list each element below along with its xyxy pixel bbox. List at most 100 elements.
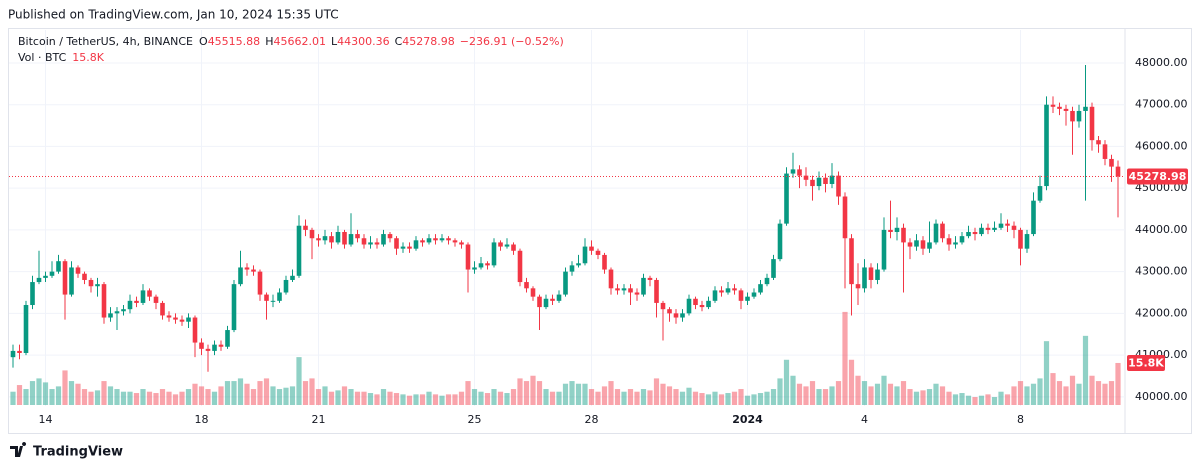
- volume-bar: [120, 391, 127, 405]
- candle-body: [660, 302, 666, 310]
- volume-bar: [757, 393, 764, 405]
- volume-bar: [250, 389, 257, 405]
- candle-body: [953, 242, 958, 245]
- candle-body: [608, 269, 614, 289]
- volume-bar: [458, 391, 465, 405]
- candle-body: [797, 169, 802, 176]
- candle-body: [153, 296, 159, 303]
- candle-body: [589, 246, 594, 251]
- candle-body: [790, 169, 796, 174]
- brand-name: TradingView: [33, 445, 123, 460]
- volume-bar: [536, 381, 543, 405]
- volume-bar: [933, 383, 939, 405]
- volume-bar: [465, 381, 471, 405]
- volume-bar: [1030, 383, 1037, 405]
- candle-body: [446, 238, 451, 241]
- candle-body: [368, 242, 373, 245]
- legend-letter: H: [265, 35, 273, 48]
- candle-body: [1018, 229, 1023, 249]
- volume-bar: [146, 391, 153, 405]
- volume-bar: [244, 383, 250, 405]
- legend-row: Bitcoin / TetherUS, 4h, BINANCE O45515.88…: [18, 35, 564, 48]
- candle-body: [166, 315, 172, 318]
- volume-bar: [816, 389, 822, 405]
- volume-bar: [1063, 386, 1069, 405]
- y-tick-label: 46000.00: [1135, 139, 1188, 152]
- volume-bar: [991, 397, 998, 405]
- volume-bar: [822, 389, 829, 405]
- candle-body: [699, 305, 705, 308]
- volume-bar: [569, 381, 575, 405]
- candle-body: [875, 269, 880, 280]
- volume-legend-name: Vol · BTC: [18, 51, 67, 64]
- volume-bar: [75, 383, 81, 405]
- candle-body: [881, 229, 887, 270]
- candle-body: [914, 240, 919, 247]
- volume-bar: [978, 395, 985, 405]
- volume-bar: [185, 389, 192, 405]
- candle-body: [1044, 104, 1049, 187]
- volume-bar: [439, 395, 445, 405]
- volume-bar: [452, 394, 458, 405]
- candle-body: [69, 267, 74, 295]
- candle-body: [140, 290, 146, 303]
- volume-bar: [94, 390, 101, 405]
- volume-bar: [738, 389, 744, 405]
- volume-bar: [159, 389, 166, 405]
- volume-legend-row: Vol · BTC 15.8K: [18, 51, 105, 64]
- last-price-label: 45278.98: [1129, 170, 1187, 183]
- candle-body: [901, 227, 906, 243]
- candle-body: [95, 284, 100, 287]
- candle-body: [290, 275, 295, 280]
- candle-body: [270, 300, 276, 302]
- candle-body: [244, 267, 250, 270]
- candle-body: [758, 284, 763, 293]
- candle-body: [465, 244, 471, 270]
- volume-bar: [783, 359, 790, 405]
- volume-bar: [270, 386, 276, 405]
- x-tick-label: 2024: [732, 413, 763, 426]
- candle-body: [764, 277, 770, 285]
- volume-bar: [809, 381, 816, 405]
- volume-bar: [1037, 378, 1043, 405]
- volume-bar: [1017, 381, 1024, 405]
- volume-bar: [647, 390, 653, 405]
- volume-bar: [335, 390, 341, 405]
- volume-bar: [218, 386, 224, 405]
- volume-bar: [666, 386, 673, 405]
- volume-bar: [900, 381, 907, 405]
- volume-bar: [718, 394, 725, 405]
- volume-bar: [959, 393, 965, 405]
- candle-body: [1083, 106, 1088, 111]
- volume-bar: [881, 375, 887, 405]
- volume-bar: [751, 394, 757, 405]
- volume-bar: [237, 378, 244, 405]
- candle-body: [855, 284, 861, 289]
- candle-body: [420, 240, 425, 243]
- volume-bar: [744, 395, 751, 405]
- candle-body: [309, 229, 315, 239]
- volume-bar: [1043, 341, 1050, 405]
- volume-bar: [926, 389, 933, 405]
- candle-body: [569, 265, 575, 272]
- volume-bar: [790, 375, 796, 405]
- volume-bar: [803, 386, 809, 405]
- volume-bar: [302, 381, 309, 405]
- volume-bar: [770, 389, 777, 405]
- volume-bar: [777, 378, 783, 405]
- volume-bar: [842, 311, 848, 405]
- volume-bar: [380, 389, 387, 405]
- y-tick-label: 47000.00: [1135, 98, 1188, 111]
- volume-bar: [634, 391, 640, 405]
- candle-body: [1024, 234, 1030, 249]
- volume-bar: [211, 391, 218, 405]
- volume-bar: [257, 381, 263, 405]
- candle-body: [745, 296, 750, 301]
- volume-bar: [848, 359, 855, 405]
- volume-bar: [231, 381, 237, 405]
- volume-bar: [68, 381, 75, 405]
- y-tick-label: 44000.00: [1135, 223, 1188, 236]
- candle-body: [218, 344, 224, 347]
- candle-body: [43, 275, 48, 278]
- candle-body: [719, 290, 724, 293]
